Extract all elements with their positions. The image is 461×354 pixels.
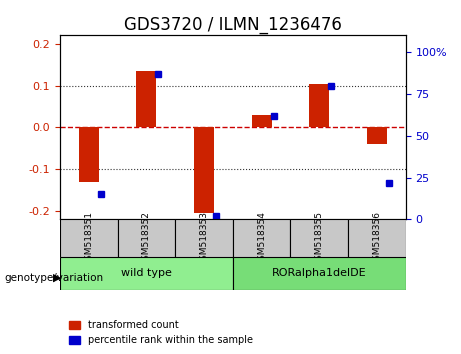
FancyBboxPatch shape <box>118 219 175 257</box>
Bar <box>309 84 329 127</box>
FancyBboxPatch shape <box>175 219 233 257</box>
FancyBboxPatch shape <box>233 257 406 290</box>
FancyBboxPatch shape <box>60 257 233 290</box>
Bar <box>79 127 99 182</box>
Text: GSM518354: GSM518354 <box>257 211 266 266</box>
FancyBboxPatch shape <box>233 219 290 257</box>
FancyBboxPatch shape <box>348 219 406 257</box>
Legend: transformed count, percentile rank within the sample: transformed count, percentile rank withi… <box>65 316 257 349</box>
Text: GSM518351: GSM518351 <box>84 211 93 266</box>
Bar <box>136 71 156 127</box>
FancyBboxPatch shape <box>290 219 348 257</box>
Text: genotype/variation: genotype/variation <box>5 273 104 283</box>
Text: GSM518356: GSM518356 <box>372 211 381 266</box>
Text: ▶: ▶ <box>53 273 61 283</box>
Text: RORalpha1delDE: RORalpha1delDE <box>272 268 366 279</box>
FancyBboxPatch shape <box>60 219 118 257</box>
Bar <box>252 115 272 127</box>
Title: GDS3720 / ILMN_1236476: GDS3720 / ILMN_1236476 <box>124 16 342 34</box>
Bar <box>194 127 214 213</box>
Text: GSM518355: GSM518355 <box>315 211 324 266</box>
Text: GSM518352: GSM518352 <box>142 211 151 266</box>
Text: wild type: wild type <box>121 268 172 279</box>
Text: GSM518353: GSM518353 <box>200 211 208 266</box>
Bar <box>367 127 387 144</box>
